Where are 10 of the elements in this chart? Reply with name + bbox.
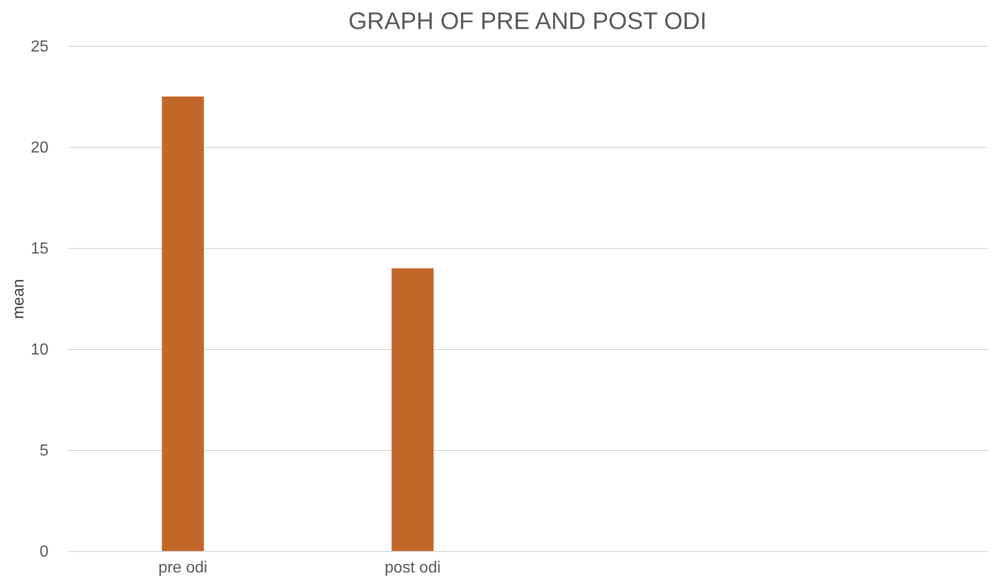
x-tick-label: pre odi [158, 560, 208, 576]
chart-title: GRAPH OF PRE AND POST ODI [348, 8, 707, 35]
y-tick-label: 25 [30, 38, 49, 56]
y-tick-label: 15 [30, 240, 49, 258]
x-tick-label: post odi [384, 560, 441, 576]
y-tick-label: 10 [30, 342, 49, 358]
y-tick-label: 20 [30, 140, 49, 156]
y-tick-label: 5 [40, 442, 49, 460]
y-axis-title: mean [10, 278, 28, 320]
y-tick-label: 0 [40, 544, 49, 560]
